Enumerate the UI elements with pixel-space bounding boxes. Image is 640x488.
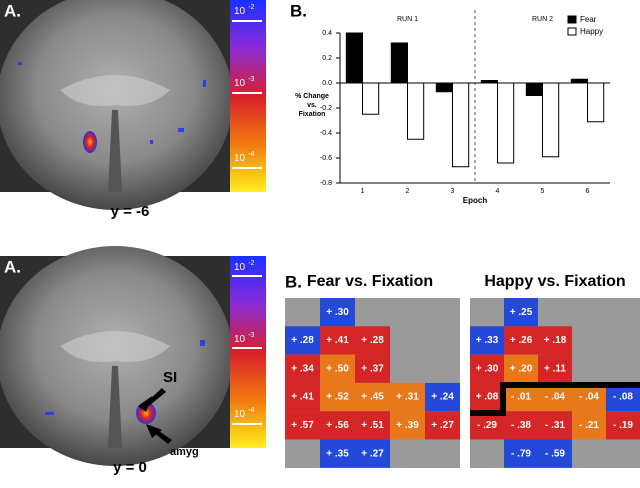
grid-cell-label: + .28 [361, 335, 384, 346]
grid-cell-label: + .08 [476, 392, 499, 403]
grid-cell-label: - .38 [511, 420, 531, 431]
brain-image [0, 0, 266, 210]
legend-swatch [568, 28, 576, 35]
x-tick-label: 3 [451, 188, 455, 195]
grid-cell-label: + .28 [291, 335, 314, 346]
grid-cell-label: + .57 [291, 420, 314, 431]
grid-cell-label: + .27 [431, 420, 454, 431]
panel-label: A. [4, 257, 21, 276]
colorbar-base: 10 [234, 78, 246, 89]
grid-cell-label: + .26 [510, 335, 533, 346]
grid-cell-label: - .01 [511, 392, 531, 403]
grid-cell-label: + .27 [361, 448, 384, 459]
grid-cell-label: + .50 [326, 363, 349, 374]
bar [588, 83, 604, 122]
grid-cell-label: + .30 [476, 363, 499, 374]
grid-cell-label: + .41 [326, 335, 349, 346]
grid-cell-label: + .52 [326, 392, 349, 403]
bar [408, 83, 424, 139]
colorbar-base: 10 [234, 6, 246, 17]
bar [346, 33, 362, 83]
colorbar-exp: -3 [248, 76, 254, 83]
grid-cell-label: + .39 [396, 420, 419, 431]
colorbar-base: 10 [234, 334, 246, 345]
bar [526, 83, 542, 96]
y-axis-label: Fixation [299, 111, 326, 118]
grid-cell-label: + .35 [326, 448, 349, 459]
colorbar-base: 10 [234, 153, 246, 164]
panel-label: A. [4, 1, 21, 20]
grid-cell-label: - .04 [579, 392, 599, 403]
grid-cell-label: - .29 [477, 420, 497, 431]
grid-cell-label: + .24 [431, 392, 454, 403]
legend-swatch [568, 16, 576, 23]
grid-cell-label: + .56 [326, 420, 349, 431]
grid-cell-label: + .25 [510, 307, 533, 318]
bar [498, 83, 514, 163]
bar [543, 83, 559, 157]
bar [436, 83, 452, 92]
y-axis-label: % Change [295, 93, 329, 100]
grid-cell-label: + .20 [510, 363, 533, 374]
grid-cell-label: + .33 [476, 335, 499, 346]
x-tick-label: 1 [361, 188, 365, 195]
colorbar-exp: -2 [248, 4, 254, 11]
legend-label: Happy [580, 27, 603, 36]
legend-label: Fear [580, 15, 597, 24]
grid-cell-label: + .45 [361, 392, 384, 403]
caption: y = 0 [113, 459, 147, 476]
grid-cell-label: - .31 [545, 420, 565, 431]
colorbar-exp: -4 [248, 407, 254, 414]
y-tick-label: -0.4 [320, 130, 332, 137]
bar [453, 83, 469, 167]
grid-cell-label: + .41 [291, 392, 314, 403]
bar [571, 79, 587, 83]
grid-cell-label: - .21 [579, 420, 599, 431]
grid-cell-label: - .08 [613, 392, 633, 403]
caption: y = -6 [111, 203, 150, 220]
y-tick-label: 0.2 [322, 55, 332, 62]
colorbar-base: 10 [234, 262, 246, 273]
x-tick-label: 4 [496, 188, 500, 195]
bar [363, 83, 379, 114]
bar [391, 43, 407, 83]
grid-cell-label: - .59 [545, 448, 565, 459]
run-label: RUN 2 [532, 16, 553, 23]
grid-cell-label: - .04 [545, 392, 565, 403]
grid-cell-label: + .31 [396, 392, 419, 403]
x-tick-label: 5 [541, 188, 545, 195]
grid-cell-label: + .37 [361, 363, 384, 374]
grid-title: Happy vs. Fixation [484, 273, 625, 290]
colorbar-exp: -2 [248, 260, 254, 267]
y-tick-label: -0.6 [320, 155, 332, 162]
colorbar-exp: -4 [248, 151, 254, 158]
bar [481, 81, 497, 84]
grid-cell-label: + .34 [291, 363, 314, 374]
colorbar-exp: -3 [248, 332, 254, 339]
grid-cell-label: - .79 [511, 448, 531, 459]
grid-cell-label: + .51 [361, 420, 384, 431]
y-tick-label: 0.0 [322, 80, 332, 87]
grid-cell-label: + .11 [544, 363, 566, 374]
x-axis-label: Epoch [463, 196, 488, 205]
grid-cell-label: + .18 [544, 335, 567, 346]
colorbar-base: 10 [234, 409, 246, 420]
grid-cell-label: + .30 [326, 307, 349, 318]
panel-label: B. [290, 1, 307, 20]
grid-cell-label: - .19 [613, 420, 633, 431]
arrow-label: SI [163, 369, 177, 386]
x-tick-label: 6 [586, 188, 590, 195]
run-label: RUN 1 [397, 16, 418, 23]
brain-image [0, 246, 266, 466]
grid-title: Fear vs. Fixation [307, 273, 433, 290]
panel-label: B. [285, 272, 302, 291]
y-tick-label: -0.8 [320, 180, 332, 187]
arrow-label: amyg [170, 446, 199, 458]
y-axis-label: vs. [307, 102, 317, 109]
x-tick-label: 2 [406, 188, 410, 195]
y-tick-label: 0.4 [322, 30, 332, 37]
